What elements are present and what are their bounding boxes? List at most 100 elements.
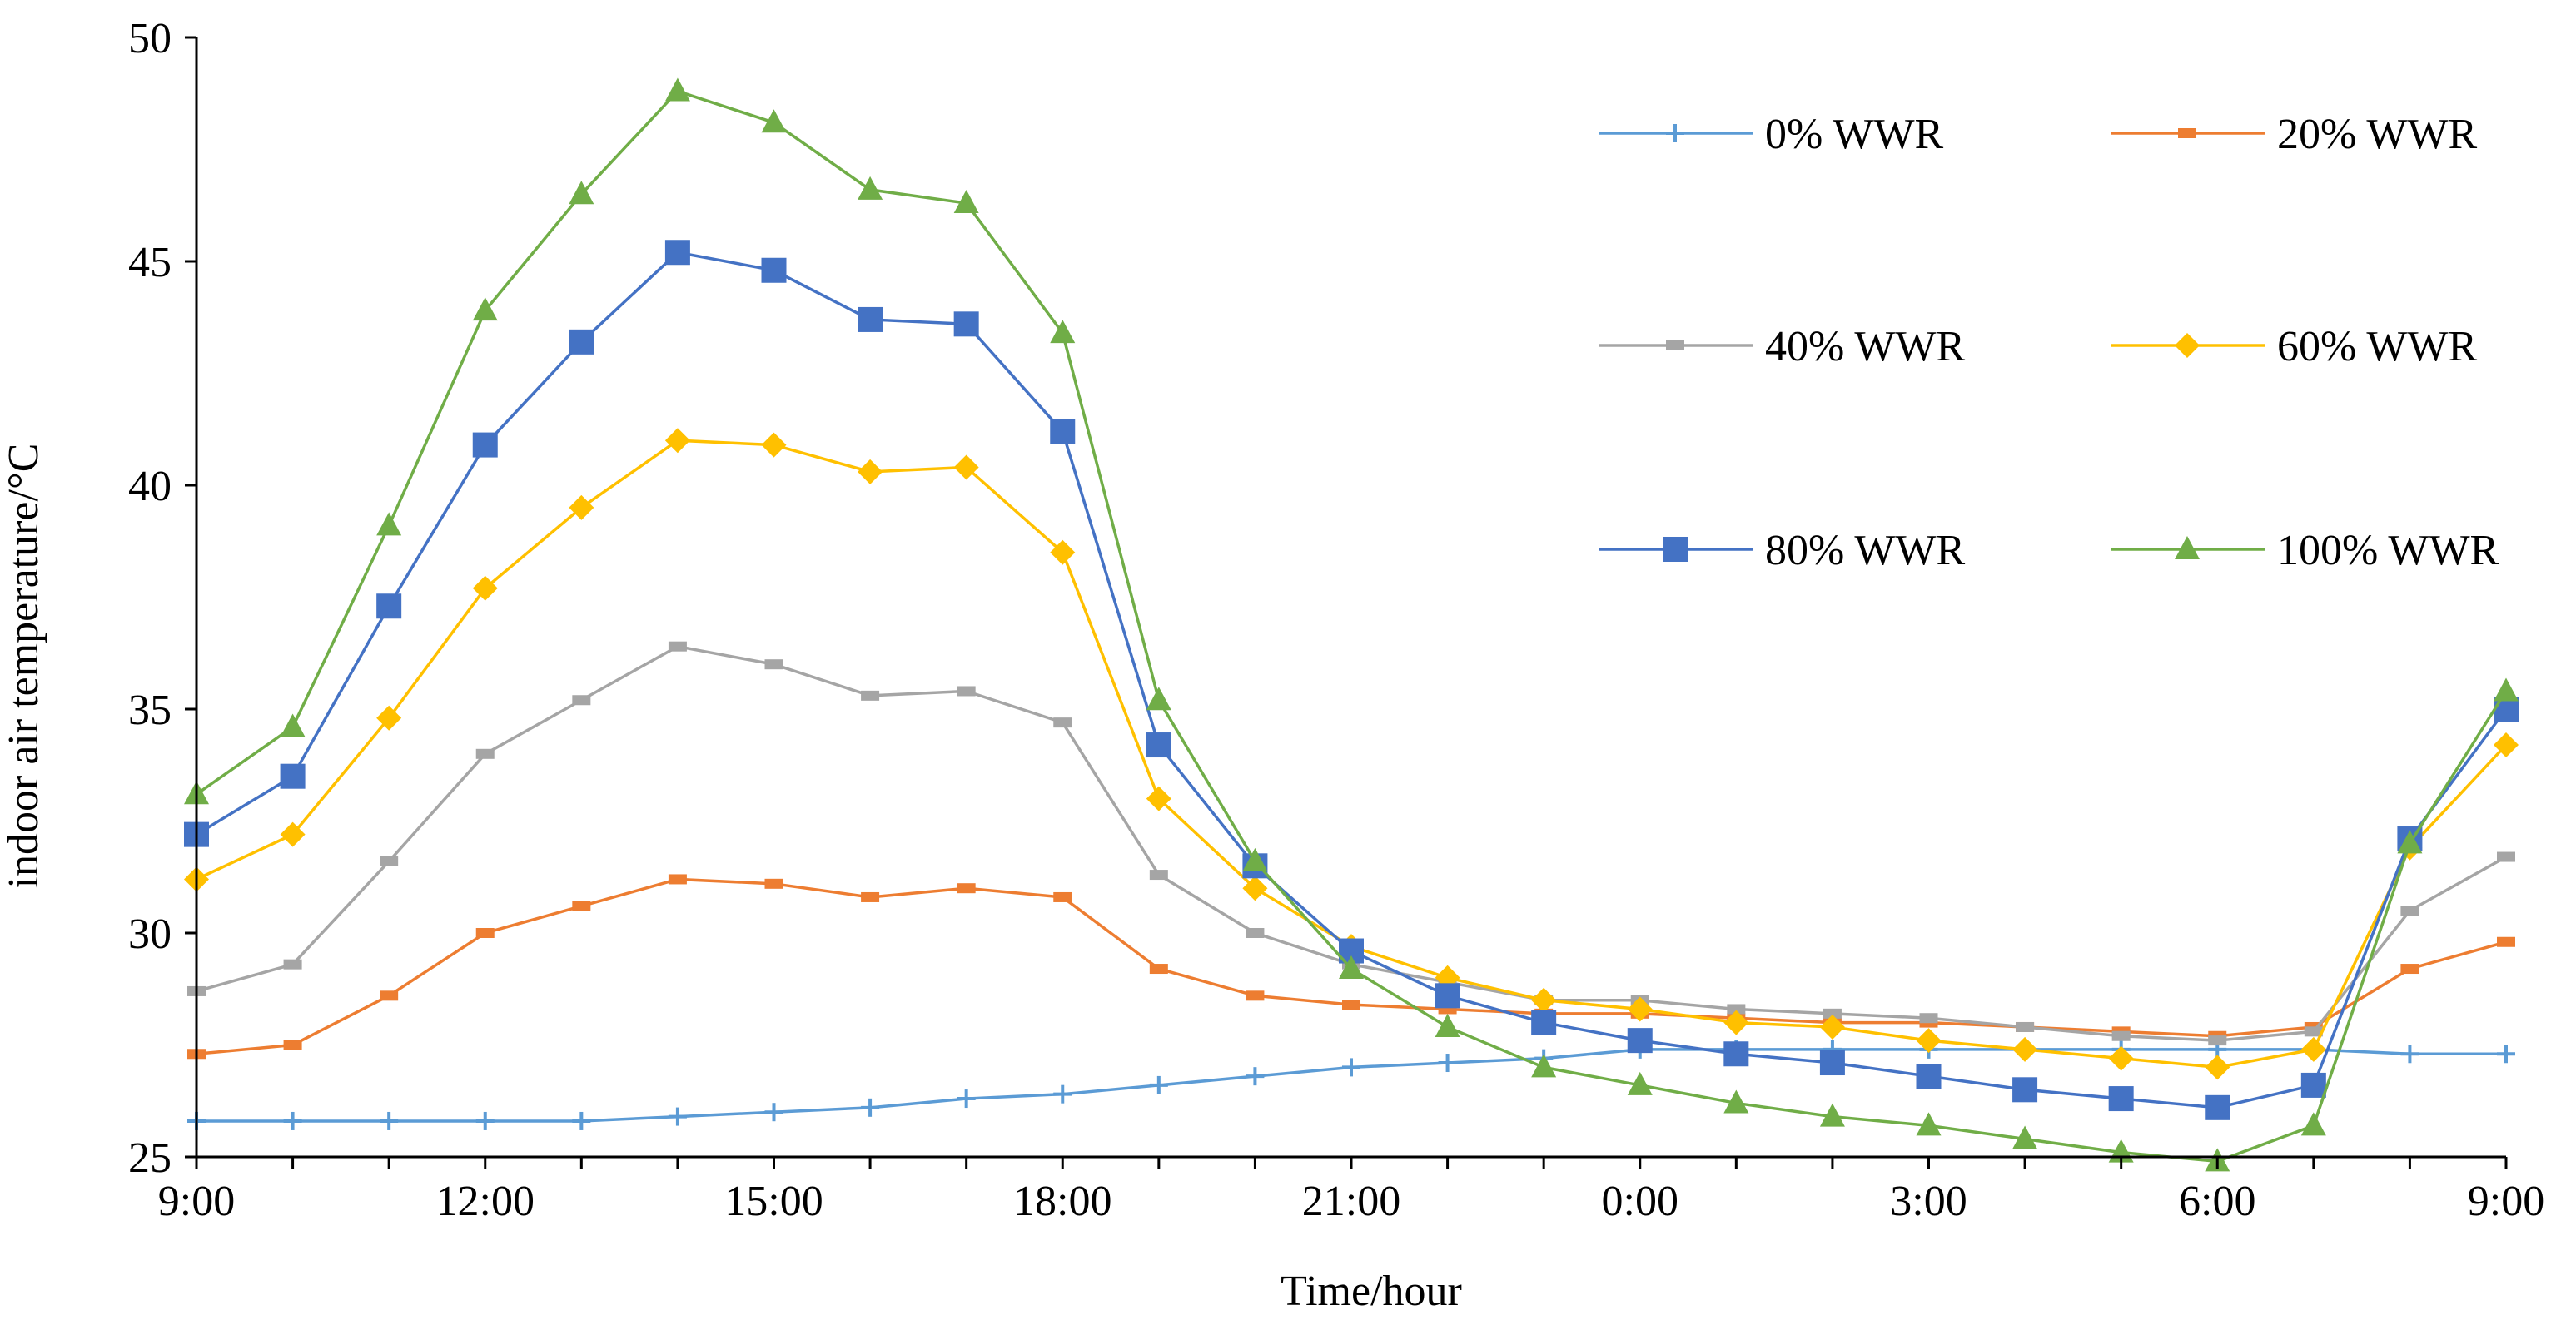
- x-tick-label: 12:00: [436, 1178, 535, 1225]
- series-100-wwr: [184, 77, 2519, 1172]
- series-0-wwr: [187, 1040, 2515, 1130]
- data-point: [858, 306, 883, 332]
- plot-area: [184, 77, 2519, 1172]
- data-point: [572, 901, 591, 911]
- data-point: [569, 329, 594, 355]
- data-point: [2497, 1045, 2515, 1064]
- data-point: [2012, 1036, 2038, 1062]
- data-point: [475, 1111, 495, 1130]
- data-point: [1627, 1028, 1653, 1054]
- data-point: [472, 432, 498, 458]
- data-point: [668, 641, 687, 652]
- data-point: [764, 1103, 783, 1122]
- data-point: [2108, 1086, 2134, 1112]
- data-point: [1823, 1008, 1842, 1019]
- data-point: [280, 763, 306, 789]
- data-point: [380, 856, 399, 866]
- data-point: [475, 928, 495, 938]
- axes: 25 30 35 40 45 50 9:00 12:00 15:00 18:00 21:00 0:00…: [128, 15, 2544, 1225]
- data-point: [1916, 1064, 1942, 1089]
- x-tick-label: 9:00: [158, 1178, 235, 1225]
- data-point: [668, 1107, 687, 1126]
- data-point: [761, 257, 787, 283]
- data-point: [1149, 964, 1168, 975]
- y-tick-label: 40: [128, 463, 172, 510]
- series-line: [196, 251, 2508, 1109]
- legend-marker: [1663, 537, 1688, 562]
- data-point: [1242, 847, 1268, 871]
- data-point: [283, 1111, 302, 1130]
- data-point: [2497, 936, 2515, 947]
- data-point: [2016, 1021, 2035, 1032]
- data-point: [1149, 870, 1168, 881]
- data-point: [861, 891, 880, 902]
- legend-label: 60% WWR: [2277, 323, 2478, 370]
- data-point: [2400, 1045, 2419, 1064]
- data-point: [664, 77, 690, 102]
- data-point: [1435, 983, 1460, 1009]
- data-point: [1627, 1071, 1653, 1095]
- data-point: [2300, 1036, 2326, 1062]
- series-80-wwr: [184, 240, 2519, 1120]
- x-tick-label: 21:00: [1302, 1178, 1400, 1225]
- data-point: [1242, 876, 1268, 901]
- data-point: [957, 1089, 976, 1109]
- data-point: [953, 190, 979, 214]
- data-point: [1246, 928, 1265, 938]
- data-point: [1246, 990, 1265, 1001]
- data-point: [572, 695, 591, 706]
- data-point: [380, 990, 399, 1001]
- data-point: [475, 748, 495, 759]
- data-point: [2494, 732, 2519, 758]
- data-point: [664, 240, 690, 266]
- data-point: [2304, 1026, 2323, 1037]
- data-point: [280, 821, 306, 847]
- y-tick-label: 25: [128, 1134, 172, 1182]
- series-40-wwr: [187, 641, 2515, 1046]
- data-point: [764, 878, 783, 889]
- data-point: [858, 176, 883, 200]
- x-tick-label: 0:00: [1602, 1178, 1678, 1225]
- data-point: [1053, 1084, 1072, 1104]
- data-point: [280, 713, 306, 737]
- data-point: [1627, 996, 1653, 1022]
- data-point: [472, 575, 498, 601]
- data-point: [1438, 1054, 1457, 1073]
- data-point: [1819, 1014, 1845, 1040]
- data-point: [1050, 320, 1076, 344]
- y-tick-label: 35: [128, 687, 172, 734]
- series-60-wwr: [184, 428, 2519, 1080]
- y-tick-label: 45: [128, 239, 172, 286]
- series-line: [196, 644, 2507, 1042]
- data-point: [2300, 1112, 2326, 1136]
- data-point: [283, 1040, 302, 1050]
- data-point: [1723, 1089, 1749, 1114]
- legend-item: 20% WWR: [2111, 111, 2478, 158]
- data-point: [1819, 1103, 1845, 1127]
- data-point: [1146, 786, 1171, 811]
- data-point: [1053, 717, 1072, 728]
- data-point: [2494, 677, 2519, 702]
- data-point: [1342, 1058, 1360, 1077]
- legend-marker: [2178, 128, 2196, 138]
- data-point: [1246, 1067, 1265, 1086]
- x-tick-label: 6:00: [2179, 1178, 2255, 1225]
- x-tick-label: 3:00: [1890, 1178, 1967, 1225]
- legend-label: 20% WWR: [2277, 111, 2478, 158]
- data-point: [1723, 1010, 1749, 1035]
- x-axis-label: Time/hour: [1281, 1268, 1462, 1315]
- legend-item: 80% WWR: [1599, 527, 1966, 574]
- data-point: [1531, 1010, 1557, 1035]
- legend-label: 80% WWR: [1765, 527, 1966, 574]
- data-point: [664, 428, 690, 454]
- data-point: [2012, 1125, 2038, 1149]
- data-point: [957, 686, 976, 697]
- legend-marker: [1666, 124, 1684, 142]
- data-point: [1149, 1075, 1168, 1094]
- y-tick-label: 30: [128, 911, 172, 958]
- data-point: [1146, 687, 1171, 711]
- data-point: [953, 454, 979, 480]
- data-point: [1916, 1028, 1942, 1054]
- data-point: [2108, 1045, 2134, 1071]
